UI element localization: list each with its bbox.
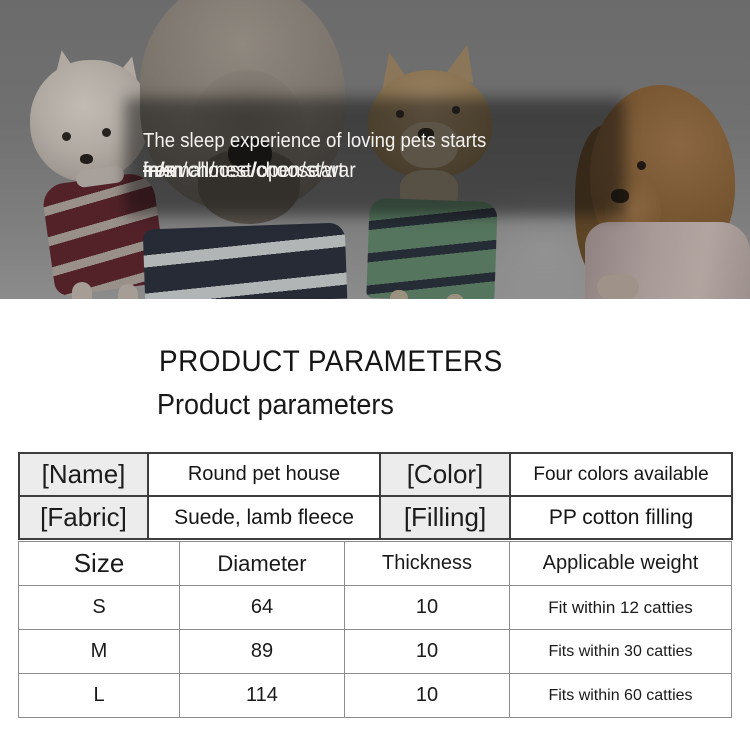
size-s-label: S: [18, 585, 180, 630]
poodle-nose: [611, 189, 629, 203]
size-l-thickness: 10: [344, 673, 510, 718]
spec-row-2: [Fabric] Suede, lamb fleece [Filling] PP…: [18, 495, 733, 540]
spec-table: [Name] Round pet house [Color] Four colo…: [18, 452, 733, 540]
size-header-weight: Applicable weight: [509, 541, 732, 586]
size-l-diameter: 114: [179, 673, 345, 718]
size-table-header-row: Size Diameter Thickness Applicable weigh…: [18, 541, 732, 586]
size-s-diameter: 64: [179, 585, 345, 630]
pomeranian-leg: [72, 282, 92, 299]
spec-value-name: Round pet house: [147, 452, 381, 497]
spec-row-1: [Name] Round pet house [Color] Four colo…: [18, 452, 733, 497]
spec-value-color: Four colors available: [509, 452, 733, 497]
hero-caption: The sleep experience of loving pets star…: [143, 127, 487, 182]
schnauzer-striped-shirt: [142, 222, 348, 299]
poodle-eye: [637, 161, 646, 170]
hero-caption-strikethrough: m/x: [143, 159, 175, 182]
size-l-weight: Fits within 60 catties: [509, 673, 732, 718]
size-s-weight: Fit within 12 catties: [509, 585, 732, 630]
size-m-weight: Fits within 30 catties: [509, 629, 732, 674]
size-table: Size Diameter Thickness Applicable weigh…: [18, 541, 732, 718]
size-row-l: L 114 10 Fits within 60 catties: [18, 673, 732, 718]
pomeranian-leg: [118, 284, 138, 299]
size-header-size: Size: [18, 541, 180, 586]
pomeranian-eye: [62, 132, 71, 141]
hero-caption-line2-post: in/small/nest/open/start: [143, 159, 344, 182]
shiba-leg: [446, 294, 464, 299]
shiba-leg: [390, 290, 408, 299]
size-m-thickness: 10: [344, 629, 510, 674]
size-m-label: M: [18, 629, 180, 674]
dog-shiba: [360, 40, 510, 299]
size-s-thickness: 10: [344, 585, 510, 630]
dog-schnauzer: [140, 0, 352, 299]
spec-value-fabric: Suede, lamb fleece: [147, 495, 381, 540]
hero-photo: The sleep experience of loving pets star…: [0, 0, 750, 299]
poodle-paw: [597, 275, 639, 299]
size-header-diameter: Diameter: [179, 541, 345, 586]
dog-pomeranian: [20, 50, 170, 299]
hero-caption-line1: The sleep experience of loving pets star…: [143, 130, 487, 152]
schnauzer-nose: [228, 138, 272, 170]
size-row-m: M 89 10 Fits within 30 catties: [18, 629, 732, 674]
section-subtitle: Product parameters: [157, 389, 394, 421]
spec-label-name: [Name]: [18, 452, 149, 497]
spec-label-filling: [Filling]: [379, 495, 511, 540]
hero-caption-backdrop: [125, 98, 625, 216]
section-title: PRODUCT PARAMETERS: [159, 345, 503, 378]
spec-label-fabric: [Fabric]: [18, 495, 149, 540]
size-header-thickness: Thickness: [344, 541, 510, 586]
hero-caption-line2-pre: from/choose/choose/war: [143, 159, 356, 182]
spec-value-filling: PP cotton filling: [509, 495, 733, 540]
shiba-eye: [452, 106, 460, 114]
pomeranian-eye: [102, 128, 111, 137]
size-l-label: L: [18, 673, 180, 718]
pomeranian-nose: [80, 154, 93, 164]
size-m-diameter: 89: [179, 629, 345, 674]
spec-label-color: [Color]: [379, 452, 511, 497]
size-row-s: S 64 10 Fit within 12 catties: [18, 585, 732, 630]
shiba-eye: [396, 110, 404, 118]
dog-poodle: [575, 85, 750, 299]
shiba-nose: [418, 128, 434, 140]
